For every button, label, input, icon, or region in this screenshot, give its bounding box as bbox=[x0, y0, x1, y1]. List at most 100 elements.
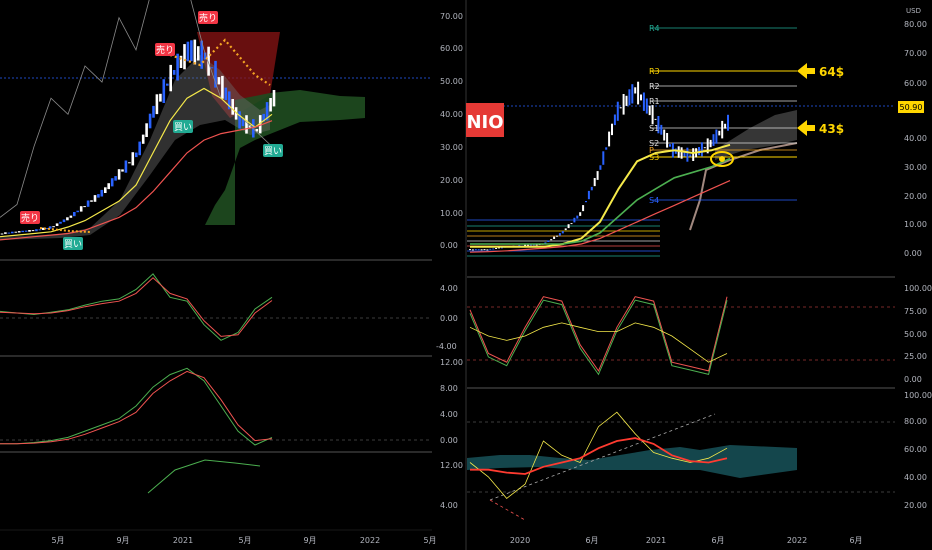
time-label: 6月 bbox=[849, 536, 862, 545]
svg-text:売り: 売り bbox=[199, 12, 217, 24]
candle bbox=[0, 233, 4, 235]
right-rsi-panel: 100.00 80.00 60.00 40.00 20.00 bbox=[467, 391, 932, 521]
candle bbox=[660, 124, 663, 135]
svg-text:S4: S4 bbox=[649, 196, 659, 205]
time-label: 5月 bbox=[423, 536, 436, 545]
candle bbox=[645, 98, 648, 114]
tick-label: 50.00 bbox=[440, 77, 463, 86]
candle bbox=[172, 70, 176, 75]
tick-label: 75.00 bbox=[904, 307, 927, 316]
candle bbox=[131, 152, 135, 166]
candle bbox=[686, 147, 689, 162]
candle bbox=[500, 247, 503, 249]
candle bbox=[677, 146, 680, 158]
candle bbox=[59, 221, 62, 224]
tick-label: 40.00 bbox=[904, 473, 927, 482]
candle bbox=[570, 223, 573, 225]
buy-signal: 買い bbox=[173, 120, 193, 133]
left-osc3-panel: 12.00 4.00 bbox=[0, 459, 463, 531]
tick-label: 30.00 bbox=[904, 163, 927, 172]
tick-label: 0.00 bbox=[904, 375, 922, 384]
candle bbox=[258, 115, 262, 134]
candle bbox=[480, 249, 483, 251]
candle bbox=[14, 231, 18, 233]
annotation-high: 64$ bbox=[797, 63, 844, 79]
candle bbox=[117, 169, 121, 180]
candle bbox=[556, 235, 558, 237]
candle bbox=[79, 206, 83, 212]
candle bbox=[471, 249, 474, 251]
svg-text:売り: 売り bbox=[156, 44, 174, 56]
svg-text:売り: 売り bbox=[21, 212, 39, 224]
left-price-panel bbox=[0, 0, 432, 261]
candle bbox=[587, 190, 590, 200]
candle bbox=[680, 147, 683, 159]
candle bbox=[124, 160, 128, 173]
tick-label: 100.00 bbox=[904, 284, 932, 293]
candle bbox=[48, 226, 52, 229]
tick-label: 80.00 bbox=[904, 20, 927, 29]
candle bbox=[663, 129, 666, 141]
svg-text:買い: 買い bbox=[64, 239, 82, 250]
tick-label: 0.00 bbox=[440, 241, 458, 250]
candle bbox=[176, 53, 179, 81]
candle bbox=[69, 215, 73, 218]
candle bbox=[4, 232, 7, 234]
tick-label: 0.00 bbox=[440, 436, 458, 445]
candle bbox=[564, 228, 567, 231]
time-label: 2020 bbox=[510, 536, 530, 545]
candle bbox=[709, 139, 712, 148]
candle bbox=[128, 162, 131, 164]
right-time-axis: 2020 6月 2021 6月 2022 6月 bbox=[510, 536, 863, 545]
candle bbox=[648, 105, 651, 116]
candle bbox=[666, 133, 669, 148]
candle bbox=[114, 176, 117, 181]
candle bbox=[657, 116, 660, 134]
candle bbox=[625, 95, 628, 106]
candle bbox=[613, 114, 616, 126]
candle bbox=[703, 147, 706, 149]
candle bbox=[561, 231, 564, 234]
candle bbox=[135, 152, 138, 158]
candle bbox=[107, 183, 110, 190]
candle bbox=[640, 94, 642, 101]
svg-text:S2: S2 bbox=[649, 139, 659, 148]
candle bbox=[24, 230, 28, 232]
candle bbox=[616, 101, 619, 121]
candle bbox=[579, 212, 582, 216]
tick-label: 20.00 bbox=[440, 176, 463, 185]
candle bbox=[622, 94, 625, 115]
buy-signal: 買い bbox=[263, 144, 283, 157]
time-label: 9月 bbox=[116, 536, 129, 545]
candle bbox=[193, 39, 197, 65]
candle bbox=[706, 138, 709, 154]
tick-label: 4.00 bbox=[440, 284, 458, 293]
tick-label: 4.00 bbox=[440, 410, 458, 419]
candle bbox=[495, 248, 498, 249]
candle bbox=[558, 233, 561, 236]
tick-label: 100.00 bbox=[904, 391, 932, 400]
tick-label: 25.00 bbox=[904, 352, 927, 361]
currency-label: USD bbox=[906, 7, 921, 15]
buy-signal: 買い bbox=[63, 237, 83, 250]
candle bbox=[529, 244, 532, 246]
candle bbox=[265, 102, 269, 121]
candle bbox=[227, 91, 231, 110]
candle bbox=[619, 107, 622, 109]
candle bbox=[73, 212, 76, 217]
candle bbox=[642, 92, 645, 111]
candle bbox=[145, 123, 148, 137]
candle bbox=[524, 244, 527, 246]
candle bbox=[159, 93, 162, 102]
svg-text:NIO: NIO bbox=[466, 112, 503, 133]
right-price-panel bbox=[467, 27, 895, 278]
candle bbox=[234, 107, 238, 120]
tick-label: 12.00 bbox=[440, 461, 463, 470]
candle bbox=[567, 224, 570, 229]
candle bbox=[148, 113, 152, 129]
tick-label: 50.00 bbox=[904, 330, 927, 339]
candle bbox=[602, 151, 605, 165]
candle bbox=[238, 111, 241, 129]
candle bbox=[576, 215, 579, 219]
candle bbox=[269, 98, 272, 112]
